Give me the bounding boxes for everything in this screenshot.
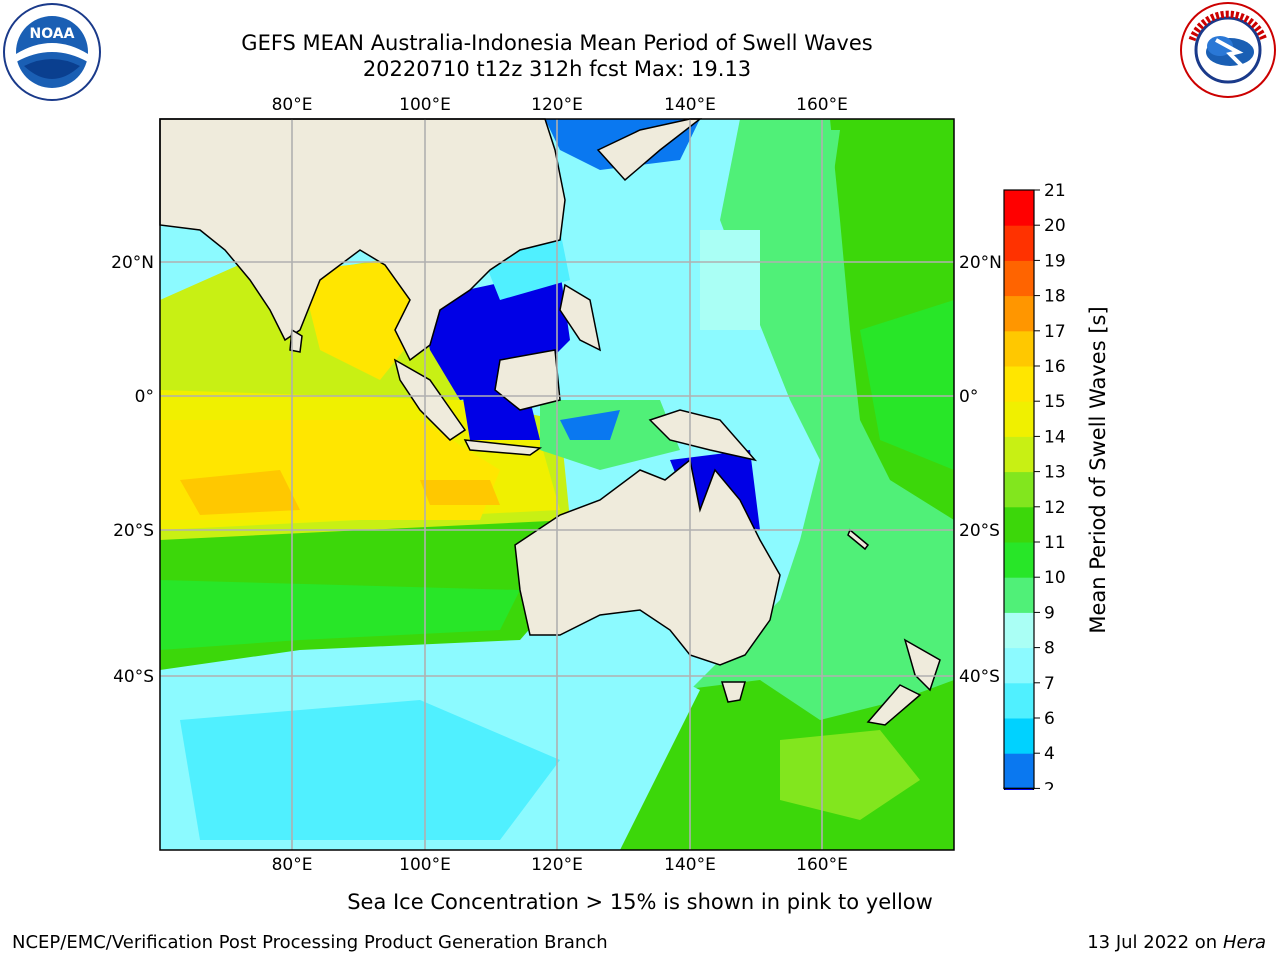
colorbar-tick-label: 10 (1044, 568, 1066, 588)
colorbar-swatch (1004, 401, 1034, 437)
footer-host: Hera (1222, 932, 1266, 953)
colorbar-tick-label: 19 (1044, 251, 1066, 271)
lon-label-top: 160°E (796, 95, 848, 115)
colorbar-tick-label: 18 (1044, 287, 1066, 307)
footer-date-text: 13 Jul 2022 on (1087, 932, 1223, 953)
chart-subtitle: 20220710 t12z 312h fcst Max: 19.13 (362, 57, 752, 81)
colorbar-tick-label: 8 (1044, 639, 1055, 659)
colorbar-tick-label: 7 (1044, 674, 1055, 694)
lat-label-right: 20°N (959, 253, 1002, 273)
lat-label-right: 20°S (959, 521, 1000, 541)
colorbar-swatch (1004, 366, 1034, 402)
colorbar: 2 4 6 7 8 9 10 11 12 13 14 15 16 17 18 19 20 21 (1002, 181, 1066, 790)
colorbar-ticks: 2 4 6 7 8 9 10 11 12 13 14 15 16 17 18 19 20 21 (1034, 181, 1066, 790)
noaa-logo: NOAA (3, 3, 101, 101)
lat-label-left: 20°N (111, 253, 154, 273)
colorbar-swatch (1004, 506, 1034, 543)
colorbar-tick-label: 17 (1044, 322, 1066, 342)
colorbar-swatch (1004, 753, 1034, 789)
colorbar-swatch (1004, 718, 1034, 754)
nws-logo (1180, 2, 1276, 98)
footer-credit: NCEP/EMC/Verification Post Processing Pr… (12, 932, 608, 953)
colorbar-swatch (1004, 190, 1034, 226)
svg-text:NOAA: NOAA (30, 26, 75, 42)
colorbar-swatches (1002, 189, 1036, 790)
footer-date: 13 Jul 2022 on Hera (1087, 932, 1266, 953)
colorbar-tick-label: 13 (1044, 463, 1066, 483)
lon-label-bottom: 120°E (531, 855, 583, 875)
colorbar-tick-label: 16 (1044, 357, 1066, 377)
colorbar-swatch (1004, 295, 1034, 332)
map-frame (159, 118, 955, 851)
colorbar-tick-label: 15 (1044, 392, 1066, 412)
colorbar-swatch (1004, 436, 1034, 473)
colorbar-tick-label: 9 (1044, 603, 1055, 623)
lat-label-right: 0° (959, 387, 978, 407)
colorbar-swatch (1004, 577, 1034, 613)
lon-label-bottom: 80°E (272, 855, 313, 875)
lon-label-top: 140°E (664, 95, 716, 115)
lon-label-top: 120°E (531, 95, 583, 115)
colorbar-swatch (1004, 612, 1034, 649)
chart-title: GEFS MEAN Australia-Indonesia Mean Perio… (241, 31, 873, 55)
colorbar-label: Mean Period of Swell Waves [s] (1086, 306, 1110, 634)
colorbar-swatch (1004, 225, 1034, 261)
colorbar-tick-label: 21 (1044, 181, 1066, 201)
asia-landmass (159, 118, 566, 362)
lat-label-left: 0° (135, 387, 154, 407)
lon-label-bottom: 160°E (796, 855, 848, 875)
colorbar-swatch (1004, 542, 1034, 578)
lat-label-left: 40°S (113, 667, 154, 687)
colorbar-tick-label: 2 (1044, 779, 1055, 790)
lon-label-bottom: 140°E (664, 855, 716, 875)
colorbar-swatch (1004, 260, 1034, 297)
colorbar-tick-label: 12 (1044, 498, 1066, 518)
colorbar-tick-label: 20 (1044, 216, 1066, 236)
colorbar-swatch (1004, 330, 1034, 367)
colorbar-tick-label: 14 (1044, 427, 1066, 447)
colorbar-swatch (1004, 682, 1034, 719)
lat-label-right: 40°S (959, 667, 1000, 687)
lon-label-top: 80°E (272, 95, 313, 115)
australia-landmass (514, 458, 781, 666)
colorbar-swatch (1004, 647, 1034, 684)
colorbar-tick-label: 4 (1044, 744, 1055, 764)
colorbar-tick-label: 6 (1044, 709, 1055, 729)
graticule (160, 119, 954, 850)
colorbar-tick-label: 11 (1044, 533, 1066, 553)
lon-label-top: 100°E (399, 95, 451, 115)
lat-label-left: 20°S (113, 521, 154, 541)
land-masses (159, 118, 941, 726)
lon-label-bottom: 100°E (399, 855, 451, 875)
colorbar-frame (1003, 189, 1035, 790)
sea-ice-note: Sea Ice Concentration > 15% is shown in … (347, 890, 933, 914)
colorbar-swatch (1004, 471, 1034, 508)
